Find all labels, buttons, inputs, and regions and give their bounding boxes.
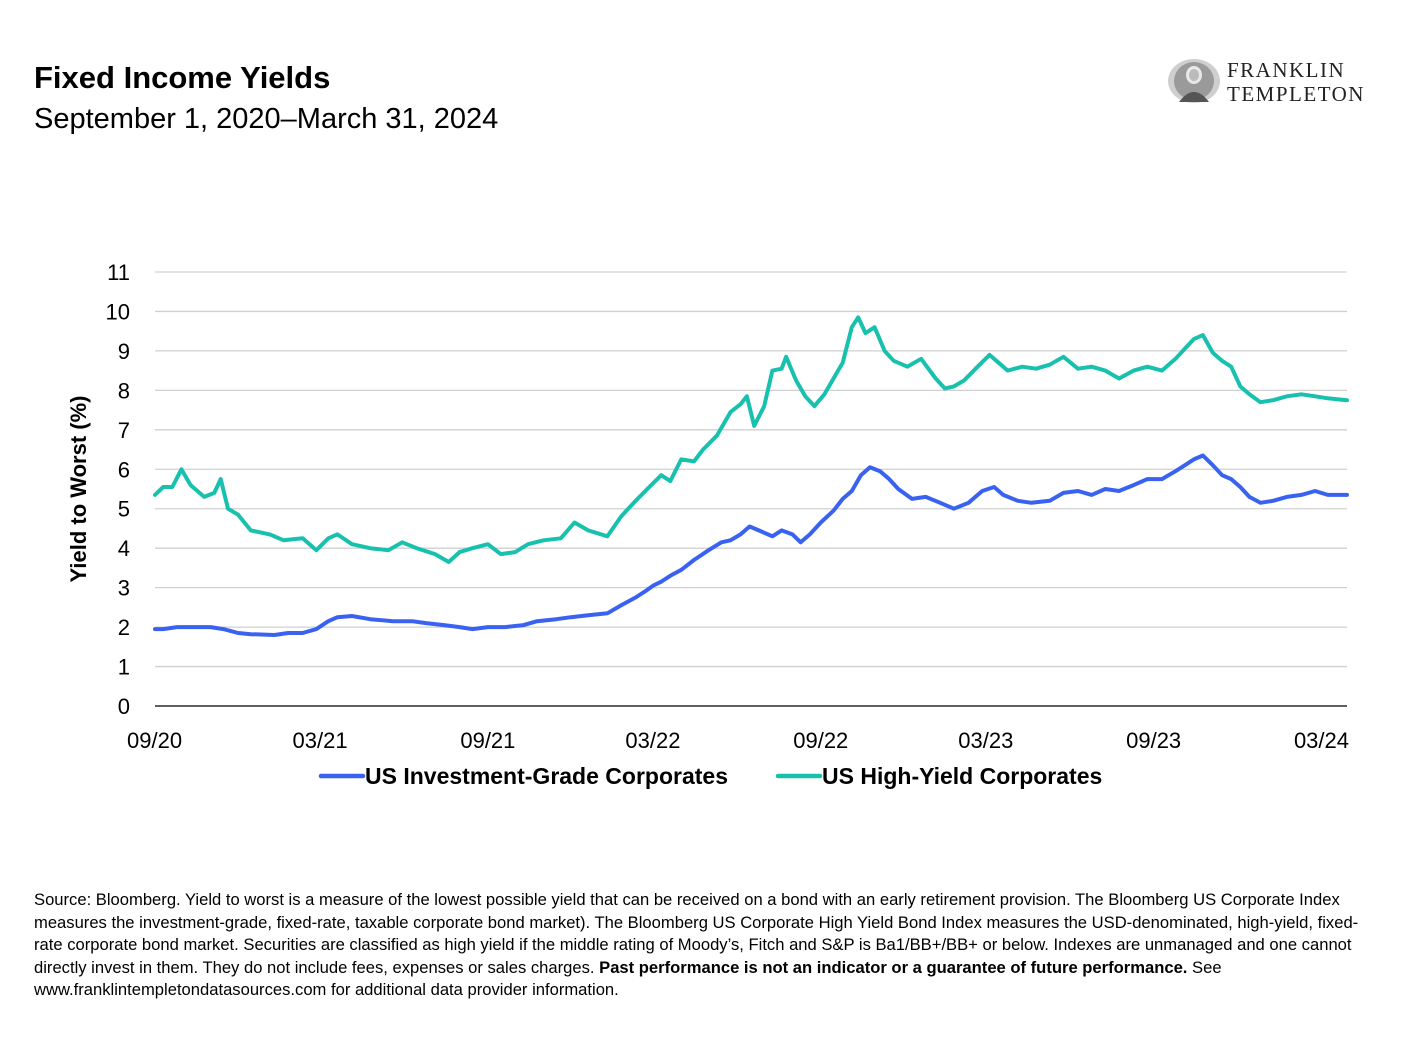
footnote-sources: See www.franklintempletondatasources.com… bbox=[34, 957, 1222, 1000]
logo-line-1: FRANKLIN bbox=[1227, 58, 1346, 82]
legend-label: US Investment-Grade Corporates bbox=[365, 763, 728, 789]
x-tick-label: 03/21 bbox=[293, 728, 348, 753]
y-tick-label: 7 bbox=[118, 418, 130, 443]
y-tick-label: 10 bbox=[106, 299, 130, 324]
footnote-text: Source: Bloomberg. Yield to worst is a m… bbox=[34, 890, 1359, 977]
franklin-templeton-logo: FRANKLIN TEMPLETON bbox=[1165, 58, 1390, 110]
y-tick-label: 11 bbox=[107, 260, 130, 285]
y-tick-label: 0 bbox=[118, 694, 130, 719]
y-tick-label: 9 bbox=[118, 339, 130, 364]
logo-line-2: TEMPLETON bbox=[1227, 82, 1365, 106]
series-line-1 bbox=[153, 453, 1349, 637]
footnote-disclaimer: Past performance is not an indicator or … bbox=[599, 957, 1188, 977]
y-tick-label: 8 bbox=[118, 378, 130, 403]
y-tick-label: 2 bbox=[118, 615, 130, 640]
y-tick-label: 6 bbox=[118, 457, 130, 482]
x-tick-label: 09/22 bbox=[793, 728, 848, 753]
chart-subtitle: September 1, 2020–March 31, 2024 bbox=[34, 103, 499, 135]
y-tick-label: 5 bbox=[118, 497, 130, 522]
y-axis-label: Yield to Worst (%) bbox=[66, 396, 91, 583]
x-tick-labels: 09/20 03/21 09/21 03/22 09/22 03/23 09/23 03/24 bbox=[127, 728, 1349, 753]
series-lines bbox=[153, 315, 1349, 637]
x-tick-label: 03/22 bbox=[625, 728, 680, 753]
portrait-icon bbox=[1168, 59, 1220, 103]
y-tick-labels: 0 1 2 3 4 5 6 7 8 9 10 11 bbox=[106, 260, 130, 719]
y-tick-label: 3 bbox=[118, 576, 130, 601]
y-tick-label: 1 bbox=[118, 655, 130, 680]
x-tick-label: 03/24 bbox=[1294, 728, 1349, 753]
chart-title: Fixed Income Yields bbox=[34, 60, 331, 95]
y-tick-label: 4 bbox=[118, 536, 130, 561]
legend-label: US High-Yield Corporates bbox=[822, 763, 1102, 789]
x-tick-label: 09/21 bbox=[460, 728, 515, 753]
x-tick-label: 09/23 bbox=[1126, 728, 1181, 753]
footnote: Source: Bloomberg. Yield to worst is a m… bbox=[34, 889, 1374, 1002]
line-chart: 0 1 2 3 4 5 6 7 8 9 10 11 09/20 03/21 09/21 03/22 09/22… bbox=[66, 260, 1349, 789]
series-line-2 bbox=[153, 315, 1349, 564]
gridlines bbox=[155, 271, 1347, 668]
legend: US Investment-Grade Corporates US High-Yi… bbox=[318, 763, 1102, 789]
x-tick-label: 09/20 bbox=[127, 728, 182, 753]
x-tick-label: 03/23 bbox=[958, 728, 1013, 753]
